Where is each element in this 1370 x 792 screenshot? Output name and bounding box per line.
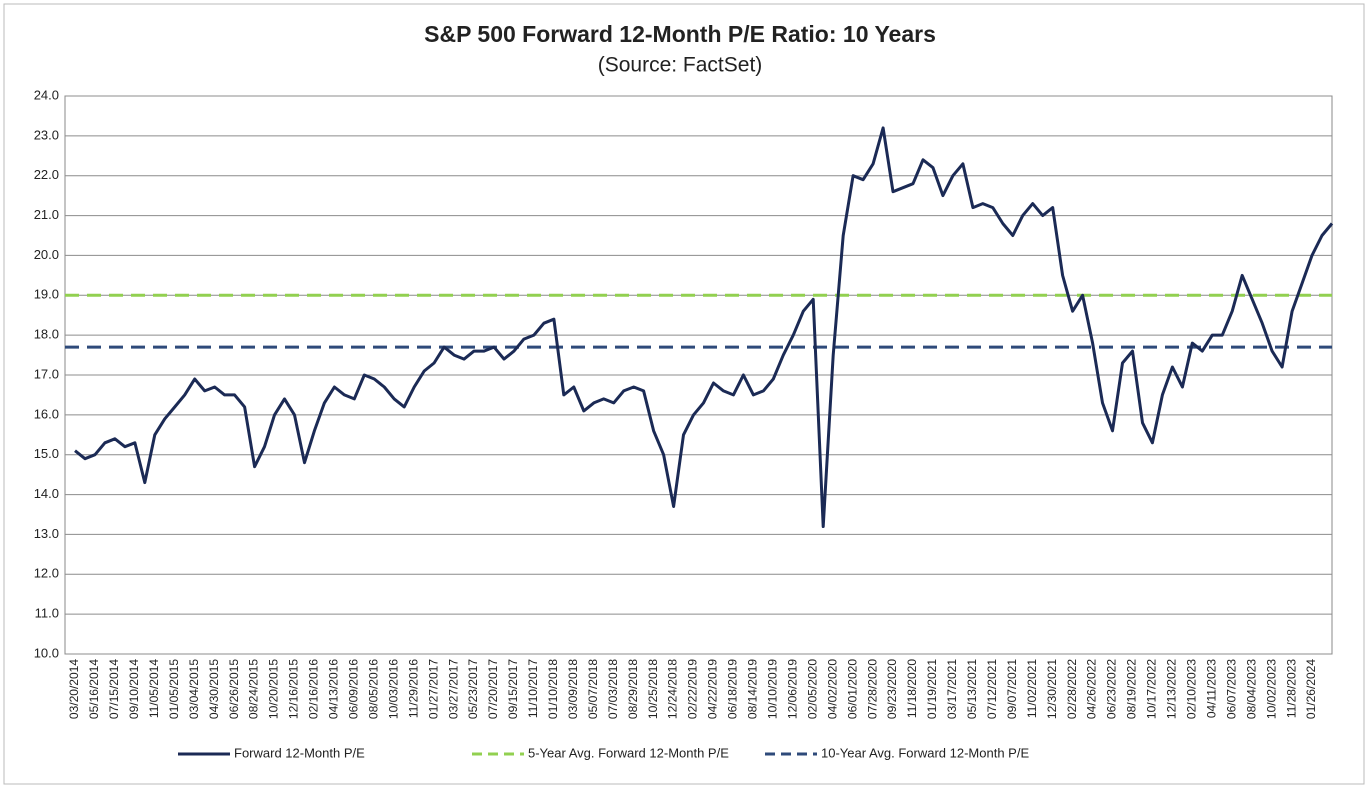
x-tick-label: 09/15/2017 xyxy=(506,659,520,719)
x-tick-label: 10/10/2019 xyxy=(766,659,780,719)
x-tick-label: 07/03/2018 xyxy=(606,659,620,719)
x-tick-label: 01/27/2017 xyxy=(426,659,440,719)
x-tick-label: 05/16/2014 xyxy=(87,659,101,719)
x-tick-label: 10/17/2022 xyxy=(1145,659,1159,719)
x-tick-label: 03/17/2021 xyxy=(945,659,959,719)
x-tick-label: 11/18/2020 xyxy=(905,659,919,718)
x-tick-label: 06/23/2022 xyxy=(1105,659,1119,719)
y-tick-label: 16.0 xyxy=(34,406,59,421)
x-tick-label: 05/13/2021 xyxy=(965,659,979,719)
x-tick-label: 10/03/2016 xyxy=(386,659,400,719)
x-tick-label: 07/15/2014 xyxy=(107,659,121,719)
x-tick-label: 04/11/2023 xyxy=(1204,659,1218,718)
x-tick-label: 03/09/2018 xyxy=(566,659,580,719)
y-tick-label: 17.0 xyxy=(34,366,59,381)
x-tick-label: 11/28/2023 xyxy=(1284,659,1298,718)
y-tick-label: 12.0 xyxy=(34,566,59,581)
x-tick-label: 07/12/2021 xyxy=(985,659,999,719)
x-tick-label: 07/28/2020 xyxy=(865,659,879,719)
x-tick-label: 04/13/2016 xyxy=(327,659,341,719)
y-tick-label: 11.0 xyxy=(35,606,59,621)
x-tick-label: 10/02/2023 xyxy=(1264,659,1278,719)
x-tick-label: 03/27/2017 xyxy=(446,659,460,719)
legend-label: 10-Year Avg. Forward 12-Month P/E xyxy=(821,745,1029,760)
x-tick-label: 07/20/2017 xyxy=(486,659,500,719)
x-tick-label: 08/04/2023 xyxy=(1244,659,1258,719)
x-tick-label: 02/28/2022 xyxy=(1065,659,1079,719)
x-tick-label: 06/07/2023 xyxy=(1224,659,1238,719)
x-tick-label: 01/10/2018 xyxy=(546,659,560,719)
x-tick-label: 12/30/2021 xyxy=(1045,659,1059,719)
x-tick-label: 03/04/2015 xyxy=(187,659,201,719)
x-tick-label: 12/13/2022 xyxy=(1165,659,1179,719)
y-tick-label: 24.0 xyxy=(34,87,59,102)
y-tick-label: 22.0 xyxy=(34,167,59,182)
x-tick-label: 08/29/2018 xyxy=(626,659,640,719)
legend-label: Forward 12-Month P/E xyxy=(234,745,365,760)
x-tick-label: 10/20/2015 xyxy=(267,659,281,719)
y-tick-label: 15.0 xyxy=(34,446,59,461)
x-tick-label: 01/26/2024 xyxy=(1304,659,1318,719)
x-tick-label: 12/06/2019 xyxy=(785,659,799,719)
x-tick-label: 10/25/2018 xyxy=(646,659,660,719)
y-tick-label: 23.0 xyxy=(34,127,59,142)
x-tick-label: 12/24/2018 xyxy=(666,659,680,719)
y-tick-label: 20.0 xyxy=(34,247,59,262)
x-tick-label: 03/20/2014 xyxy=(67,659,81,719)
legend-label: 5-Year Avg. Forward 12-Month P/E xyxy=(528,745,729,760)
data-line xyxy=(74,126,1334,528)
x-tick-label: 04/22/2019 xyxy=(706,659,720,719)
x-tick-label: 01/05/2015 xyxy=(167,659,181,719)
x-tick-label: 08/05/2016 xyxy=(366,659,380,719)
x-tick-label: 01/19/2021 xyxy=(925,659,939,719)
x-tick-label: 02/22/2019 xyxy=(686,659,700,719)
x-tick-label: 08/19/2022 xyxy=(1125,659,1139,719)
x-tick-label: 04/26/2022 xyxy=(1085,659,1099,719)
x-tick-label: 05/23/2017 xyxy=(466,659,480,719)
x-tick-label: 06/09/2016 xyxy=(347,659,361,719)
x-tick-label: 11/02/2021 xyxy=(1025,659,1039,718)
x-tick-label: 08/24/2015 xyxy=(247,659,261,719)
x-tick-label: 02/05/2020 xyxy=(805,659,819,719)
y-tick-label: 19.0 xyxy=(34,287,59,302)
x-tick-label: 05/07/2018 xyxy=(586,659,600,719)
chart-subtitle: (Source: FactSet) xyxy=(598,54,763,77)
x-tick-label: 09/10/2014 xyxy=(127,659,141,719)
x-tick-label: 09/23/2020 xyxy=(885,659,899,719)
x-tick-label: 06/26/2015 xyxy=(227,659,241,719)
y-tick-label: 10.0 xyxy=(34,645,59,660)
x-tick-label: 11/05/2014 xyxy=(147,659,161,718)
y-tick-label: 21.0 xyxy=(34,207,59,222)
x-tick-label: 04/02/2020 xyxy=(825,659,839,719)
x-tick-label: 11/10/2017 xyxy=(526,659,540,718)
x-tick-label: 12/16/2015 xyxy=(287,659,301,719)
x-tick-label: 09/07/2021 xyxy=(1005,659,1019,719)
chart-title: S&P 500 Forward 12-Month P/E Ratio: 10 Y… xyxy=(424,21,936,47)
y-tick-label: 18.0 xyxy=(34,327,59,342)
x-tick-label: 02/16/2016 xyxy=(307,659,321,719)
x-tick-label: 11/29/2016 xyxy=(406,659,420,718)
y-tick-label: 13.0 xyxy=(34,526,59,541)
x-tick-label: 08/14/2019 xyxy=(746,659,760,719)
x-tick-label: 06/01/2020 xyxy=(845,659,859,719)
x-tick-label: 04/30/2015 xyxy=(207,659,221,719)
x-tick-label: 02/10/2023 xyxy=(1185,659,1199,719)
x-tick-label: 06/18/2019 xyxy=(726,659,740,719)
y-tick-label: 14.0 xyxy=(34,486,59,501)
